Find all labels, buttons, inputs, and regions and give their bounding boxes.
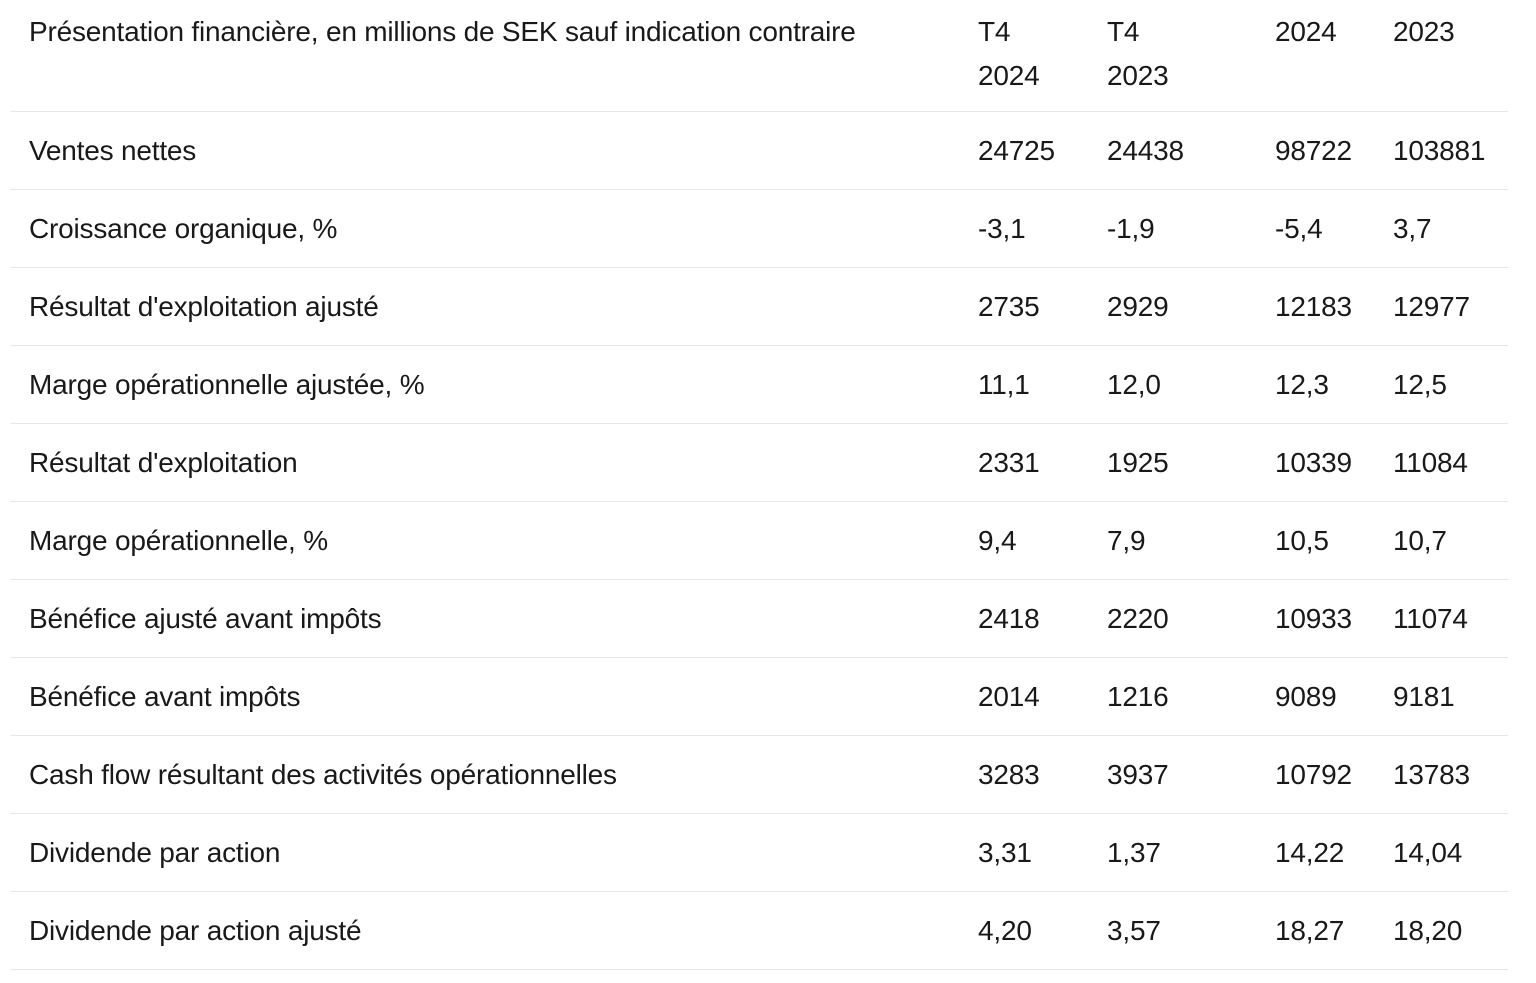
row-label: Bénéfice ajusté avant impôts (10, 579, 978, 658)
cell-value: 9181 (1393, 657, 1508, 736)
cell-value: 10792 (1275, 735, 1393, 814)
column-header-text: 2023 (1393, 16, 1455, 47)
cell-value: 3,7 (1393, 189, 1508, 268)
table-row: Cash flow résultant des activités opérat… (10, 735, 1508, 814)
cell-value: 3,31 (978, 813, 1107, 892)
cell-value: 7,9 (1107, 501, 1275, 580)
cell-value: 2929 (1107, 267, 1275, 346)
row-label: Dividende par action (10, 813, 978, 892)
cell-value: 2735 (978, 267, 1107, 346)
table-row: Marge opérationnelle, % 9,4 7,9 10,5 10,… (10, 501, 1508, 580)
cell-value: 12183 (1275, 267, 1393, 346)
row-label: Dividende par action ajusté (10, 891, 978, 970)
table-title: Présentation financière, en millions de … (10, 0, 978, 112)
cell-value: 13783 (1393, 735, 1508, 814)
cell-value: 3,57 (1107, 891, 1275, 970)
cell-value: 1925 (1107, 423, 1275, 502)
cell-value: 12,3 (1275, 345, 1393, 424)
table-row: Bénéfice avant impôts 2014 1216 9089 918… (10, 657, 1508, 736)
cell-value: 4,20 (978, 891, 1107, 970)
table-row: Marge opérationnelle ajustée, % 11,1 12,… (10, 345, 1508, 424)
cell-value: 18,20 (1393, 891, 1508, 970)
table-row: Résultat d'exploitation 2331 1925 10339 … (10, 423, 1508, 502)
row-label: Croissance organique, % (10, 189, 978, 268)
cell-value: 10,7 (1393, 501, 1508, 580)
cell-value: 12,0 (1107, 345, 1275, 424)
cell-value: 10,5 (1275, 501, 1393, 580)
cell-value: 24725 (978, 111, 1107, 190)
cell-value: 2331 (978, 423, 1107, 502)
row-label: Marge opérationnelle ajustée, % (10, 345, 978, 424)
row-label: Bénéfice avant impôts (10, 657, 978, 736)
cell-value: -1,9 (1107, 189, 1275, 268)
cell-value: 10339 (1275, 423, 1393, 502)
cell-value: -3,1 (978, 189, 1107, 268)
cell-value: 12,5 (1393, 345, 1508, 424)
financial-table: Présentation financière, en millions de … (10, 0, 1508, 970)
cell-value: 9,4 (978, 501, 1107, 580)
column-header-text: 2024 (1275, 16, 1337, 47)
column-header-t4-2023: T4 2023 (1107, 0, 1275, 112)
cell-value: 24438 (1107, 111, 1275, 190)
cell-value: 1216 (1107, 657, 1275, 736)
cell-value: 12977 (1393, 267, 1508, 346)
cell-value: 103881 (1393, 111, 1508, 190)
column-header-text: T4 2023 (1107, 16, 1169, 91)
table-row: Bénéfice ajusté avant impôts 2418 2220 1… (10, 579, 1508, 658)
cell-value: 3283 (978, 735, 1107, 814)
cell-value: 9089 (1275, 657, 1393, 736)
column-header-text: T4 2024 (978, 16, 1040, 91)
cell-value: 10933 (1275, 579, 1393, 658)
cell-value: 3937 (1107, 735, 1275, 814)
row-label: Cash flow résultant des activités opérat… (10, 735, 978, 814)
cell-value: 2418 (978, 579, 1107, 658)
row-label: Résultat d'exploitation (10, 423, 978, 502)
cell-value: 2220 (1107, 579, 1275, 658)
column-header-2023: 2023 (1393, 0, 1508, 112)
row-label: Marge opérationnelle, % (10, 501, 978, 580)
table-row: Dividende par action ajusté 4,20 3,57 18… (10, 891, 1508, 970)
cell-value: 1,37 (1107, 813, 1275, 892)
cell-value: 18,27 (1275, 891, 1393, 970)
cell-value: 11,1 (978, 345, 1107, 424)
table-row: Croissance organique, % -3,1 -1,9 -5,4 3… (10, 189, 1508, 268)
cell-value: 11074 (1393, 579, 1508, 658)
row-label: Ventes nettes (10, 111, 978, 190)
cell-value: 14,04 (1393, 813, 1508, 892)
cell-value: 14,22 (1275, 813, 1393, 892)
table-row: Ventes nettes 24725 24438 98722 103881 (10, 111, 1508, 190)
table-header-row: Présentation financière, en millions de … (10, 0, 1508, 112)
row-label: Résultat d'exploitation ajusté (10, 267, 978, 346)
table-row: Dividende par action 3,31 1,37 14,22 14,… (10, 813, 1508, 892)
table-title-text: Présentation financière, en millions de … (29, 16, 856, 47)
column-header-t4-2024: T4 2024 (978, 0, 1107, 112)
column-header-2024: 2024 (1275, 0, 1393, 112)
cell-value: 98722 (1275, 111, 1393, 190)
cell-value: 2014 (978, 657, 1107, 736)
cell-value: 11084 (1393, 423, 1508, 502)
table-row: Résultat d'exploitation ajusté 2735 2929… (10, 267, 1508, 346)
cell-value: -5,4 (1275, 189, 1393, 268)
